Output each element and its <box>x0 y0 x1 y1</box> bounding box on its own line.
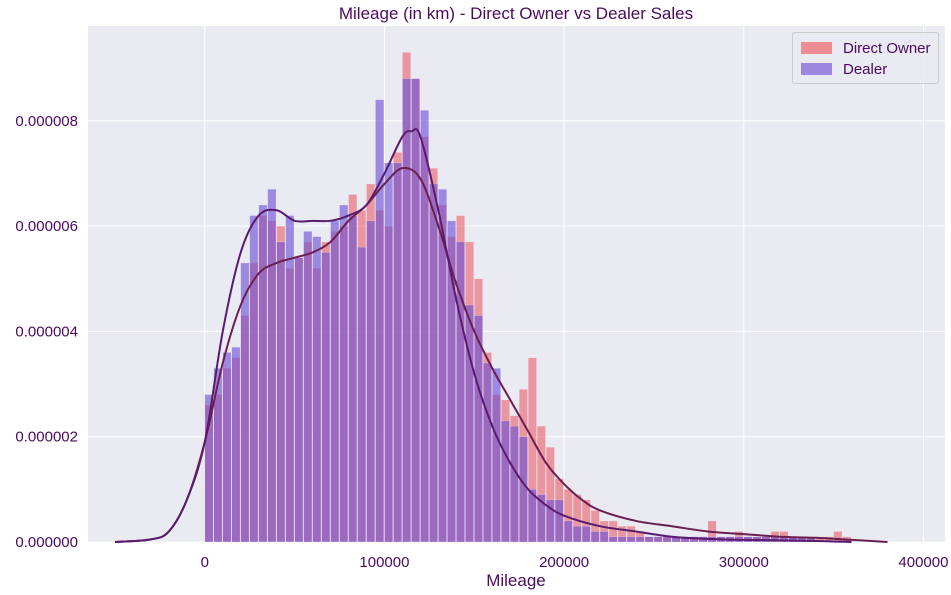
dealer-bar <box>267 188 277 543</box>
dealer-bar <box>581 525 591 543</box>
direct-owner-bar <box>833 531 843 543</box>
dealer-bar <box>438 188 447 543</box>
dealer-bar <box>249 215 259 543</box>
kde-line-dealer <box>114 128 852 543</box>
dealer-bar <box>258 204 268 543</box>
legend-item-dealer: Dealer <box>801 59 887 79</box>
dealer-bar <box>348 215 358 543</box>
dealer-bar <box>545 499 555 543</box>
dealer-bar <box>393 162 403 543</box>
legend-item-direct-owner: Direct Owner <box>801 38 931 58</box>
dealer-bar <box>357 246 367 543</box>
y-tick-label: 0.000006 <box>15 218 78 235</box>
dealer-bar <box>509 425 519 543</box>
dealer-bar <box>635 536 645 543</box>
dealer-bar <box>312 236 322 543</box>
dealer-bar <box>240 262 250 543</box>
dealer-bar <box>518 436 528 543</box>
dealer-bar <box>617 536 627 543</box>
dealer-bar <box>653 536 663 543</box>
legend-swatch-direct-owner <box>801 42 832 54</box>
dealer-bar <box>276 241 286 543</box>
dealer-bar <box>213 367 223 543</box>
dealer-bar <box>572 525 582 543</box>
dealer-bar <box>204 394 214 543</box>
kde-layer <box>114 128 888 543</box>
dealer-bar <box>231 346 241 543</box>
x-tick-label: 100000 <box>359 554 409 571</box>
legend-label-dealer: Dealer <box>843 60 888 78</box>
dealer-bar <box>644 536 654 543</box>
chart-title: Mileage (in km) - Direct Owner vs Dealer… <box>339 4 693 23</box>
tick-labels: 0 100000 200000 300000 400000 0.000000 0.00000… <box>15 113 948 571</box>
y-tick-label: 0.000004 <box>15 323 78 340</box>
y-tick-label: 0.000002 <box>15 429 78 446</box>
dealer-bar <box>608 536 618 543</box>
dealer-bar <box>285 215 295 543</box>
dealer-bar <box>429 183 438 543</box>
x-tick-label: 200000 <box>539 554 589 571</box>
x-tick-label: 300000 <box>719 554 769 571</box>
dealer-bar <box>384 162 394 543</box>
dealer-bar <box>554 499 564 543</box>
y-tick-label: 0.000000 <box>15 534 78 551</box>
dealer-bar <box>303 231 313 543</box>
dealer-bar <box>402 78 412 543</box>
x-tick-label: 400000 <box>898 554 948 571</box>
dealer-bar <box>447 220 456 543</box>
dealer-bar <box>590 531 600 543</box>
dealer-bar <box>366 220 376 543</box>
x-axis-label: Mileage <box>486 571 546 590</box>
legend-label-direct-owner: Direct Owner <box>843 39 931 57</box>
x-tick-label: 0 <box>201 554 209 571</box>
dealer-histogram <box>204 78 816 543</box>
dealer-bar <box>420 109 430 543</box>
dealer-bar <box>456 241 465 543</box>
dealer-bar <box>465 304 474 543</box>
dealer-bar <box>411 78 421 543</box>
dealer-bar <box>222 352 232 543</box>
dealer-bar <box>536 494 546 543</box>
dealer-bar <box>294 257 304 543</box>
dealer-bar <box>500 420 510 543</box>
legend-swatch-dealer <box>801 63 832 75</box>
dealer-bar <box>330 220 340 543</box>
dealer-bar <box>483 362 492 543</box>
legend: Direct Owner Dealer <box>792 32 939 84</box>
dealer-bar <box>599 531 609 543</box>
dealer-bar <box>491 367 501 543</box>
y-tick-label: 0.000008 <box>15 113 78 130</box>
dealer-bar <box>680 536 690 543</box>
dealer-bar <box>375 99 385 543</box>
dealer-bar <box>527 489 537 543</box>
dealer-bar <box>626 536 636 543</box>
kde-line-direct-owner <box>114 166 888 543</box>
dealer-bar <box>321 252 331 543</box>
dealer-bar <box>474 315 483 543</box>
dealer-bar <box>563 520 573 543</box>
dealer-bar <box>339 204 349 543</box>
